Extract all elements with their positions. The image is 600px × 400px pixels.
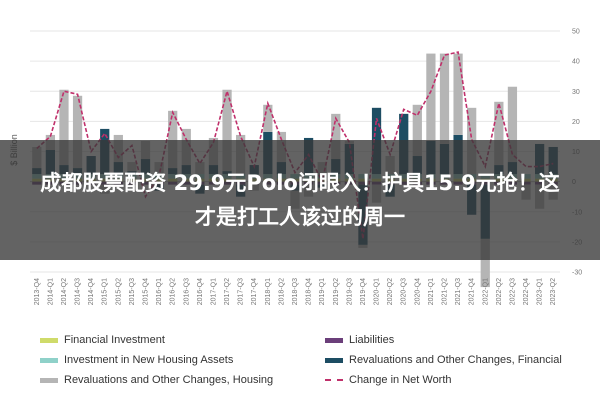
bar-segment: [331, 113, 341, 160]
x-tick-label: 2020-Q3: [401, 278, 408, 305]
banner-text: 成都股票配资 29.9元Polo闭眼入！护具15.9元抢！这才是打工人该过的周一: [40, 171, 560, 229]
overlay-banner: 成都股票配资 29.9元Polo闭眼入！护具15.9元抢！这才是打工人该过的周一: [0, 140, 600, 260]
bar-segment: [72, 95, 83, 169]
legend-item-financial-investment: Financial Investment: [40, 334, 165, 346]
x-tick-label: 2016-Q1: [156, 278, 163, 305]
x-tick-label: 2015-Q2: [115, 278, 122, 305]
legend-label: Financial Investment: [64, 334, 165, 346]
bar-segment: [59, 89, 69, 166]
x-tick-label: 2014-Q3: [75, 278, 82, 305]
x-tick-label: 2014-Q4: [88, 278, 95, 305]
x-tick-label: 2022-Q1: [482, 278, 489, 305]
bar-segment: [222, 89, 232, 172]
legend: Financial Investment Liabilities Investm…: [40, 334, 580, 394]
x-tick-label: 2018-Q2: [278, 278, 285, 305]
legend-item-revaluations-housing: Revaluations and Other Changes, Housing: [40, 374, 273, 386]
x-tick-label: 2020-Q1: [374, 278, 381, 305]
x-tick-label: 2016-Q2: [170, 278, 177, 305]
legend-swatch: [325, 337, 343, 343]
x-tick-label: 2019-Q1: [319, 278, 326, 305]
bar-segment: [426, 53, 436, 141]
legend-swatch: [40, 337, 58, 343]
legend-item-liabilities: Liabilities: [325, 334, 394, 346]
x-tick-label: 2020-Q4: [414, 278, 421, 305]
x-tick-label: 2015-Q1: [102, 278, 109, 305]
x-tick-label: 2014-Q1: [47, 278, 54, 305]
bar-segment: [263, 104, 273, 132]
x-tick-label: 2021-Q2: [441, 278, 448, 305]
x-tick-label: 2017-Q3: [238, 278, 245, 305]
legend-label: Revaluations and Other Changes, Financia…: [349, 354, 562, 366]
legend-label: Investment in New Housing Assets: [64, 354, 234, 366]
x-tick-label: 2020-Q2: [387, 278, 394, 305]
x-tick-label: 2016-Q3: [183, 278, 190, 305]
y-tick-label: 20: [572, 119, 580, 126]
x-tick-label: 2023-Q2: [550, 278, 557, 305]
x-tick-label: 2015-Q4: [143, 278, 150, 305]
x-tick-label: 2019-Q4: [360, 278, 367, 305]
x-tick-label: 2023-Q1: [537, 278, 544, 305]
bar-segment: [480, 238, 490, 288]
x-tick-label: 2015-Q3: [129, 278, 136, 305]
x-tick-label: 2018-Q4: [306, 278, 313, 305]
legend-swatch: [325, 357, 343, 363]
legend-item-new-housing: Investment in New Housing Assets: [40, 354, 233, 366]
x-tick-label: 2017-Q4: [251, 278, 258, 305]
bar-segment: [494, 101, 504, 166]
legend-swatch: [40, 357, 58, 363]
legend-item-revaluations-financial: Revaluations and Other Changes, Financia…: [325, 354, 562, 366]
bar-segment: [453, 53, 463, 135]
x-tick-label: 2022-Q4: [523, 278, 530, 305]
bar-segment: [507, 86, 518, 163]
legend-swatch: [40, 377, 58, 383]
y-tick-label: 30: [572, 89, 580, 96]
x-tick-label: 2021-Q4: [469, 278, 476, 305]
x-tick-label: 2022-Q2: [496, 278, 503, 305]
y-tick-label: 40: [572, 59, 580, 66]
legend-label: Revaluations and Other Changes, Housing: [64, 374, 274, 386]
x-tick-label: 2017-Q2: [224, 278, 231, 305]
x-tick-label: 2022-Q3: [509, 278, 516, 305]
x-tick-label: 2021-Q3: [455, 278, 462, 305]
x-tick-label: 2017-Q1: [210, 278, 217, 305]
bar-segment: [168, 110, 178, 169]
x-tick-label: 2016-Q4: [197, 278, 204, 305]
x-tick-label: 2018-Q3: [292, 278, 299, 305]
x-tick-label: 2014-Q2: [61, 278, 68, 305]
x-tick-labels: 2013-Q4 2014-Q1 2014-Q2 2014-Q3 2014-Q4 2015-…: [34, 278, 557, 305]
x-tick-label: 2019-Q3: [346, 278, 353, 305]
bar-segment: [439, 53, 450, 144]
y-tick-label: 50: [572, 29, 580, 36]
x-tick-label: 2019-Q2: [333, 278, 340, 305]
legend-item-net-worth: Change in Net Worth: [325, 374, 452, 386]
y-tick-label: -30: [572, 270, 582, 277]
bar-segment: [412, 104, 422, 157]
x-tick-label: 2021-Q1: [428, 278, 435, 305]
legend-line-swatch: [325, 379, 343, 381]
x-tick-label: 2013-Q4: [34, 278, 41, 305]
x-tick-label: 2018-Q1: [265, 278, 272, 305]
legend-label: Liabilities: [349, 334, 395, 346]
legend-label: Change in Net Worth: [349, 374, 452, 386]
